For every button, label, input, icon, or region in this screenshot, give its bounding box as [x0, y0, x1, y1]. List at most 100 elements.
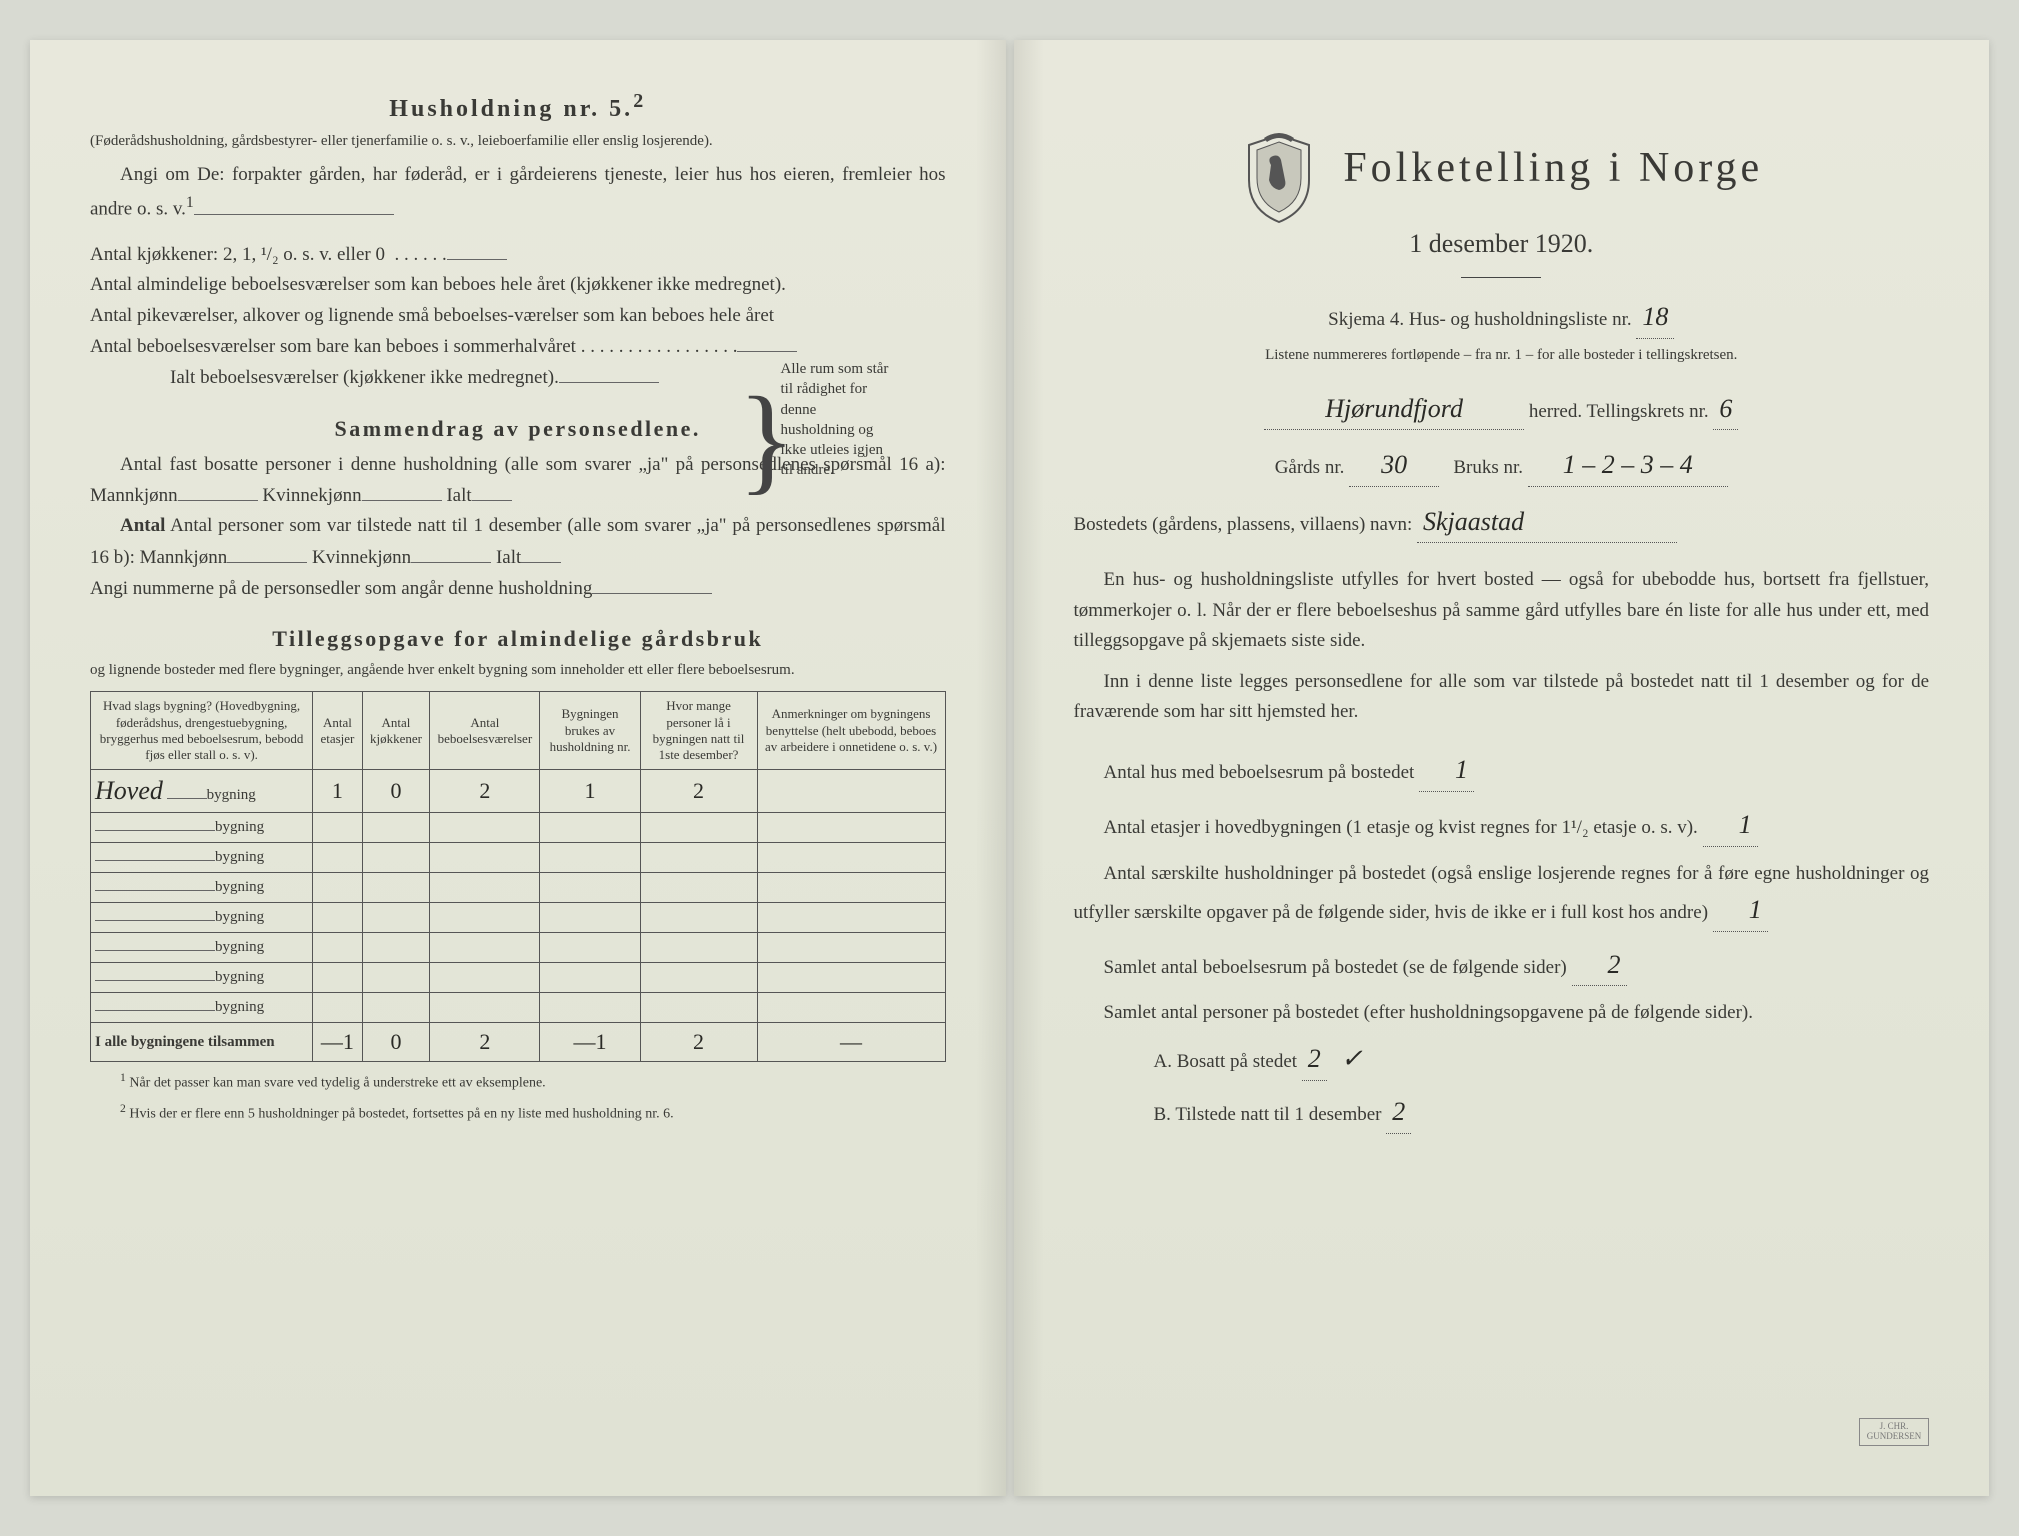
divider — [1461, 277, 1541, 278]
tillegg-heading: Tilleggsopgave for almindelige gårdsbruk — [90, 626, 946, 652]
row-label-cell: bygning — [91, 843, 313, 873]
q5-line: Samlet antal personer på bostedet (efter… — [1074, 998, 1930, 1028]
para-1: En hus- og husholdningsliste utfylles fo… — [1074, 565, 1930, 656]
listene-note: Listene nummereres fortløpende – fra nr.… — [1074, 345, 1930, 366]
table-cell: 1 — [313, 770, 363, 813]
census-date: 1 desember 1920. — [1074, 229, 1930, 259]
heading-subnote: (Føderådshusholdning, gårdsbestyrer- ell… — [90, 131, 946, 152]
table-cell — [362, 843, 430, 873]
table-cell — [757, 903, 945, 933]
bosted-value: Skjaastad — [1417, 501, 1677, 544]
summary-line-3: Angi nummerne på de personsedler som ang… — [90, 573, 946, 604]
table-cell: 0 — [362, 770, 430, 813]
table-row: Hoved bygning10212 — [91, 770, 946, 813]
table-row: bygning — [91, 873, 946, 903]
table-cell — [313, 873, 363, 903]
total-label: I alle bygningene tilsammen — [91, 1023, 313, 1062]
table-cell — [540, 993, 640, 1023]
bruks-value: 1 – 2 – 3 – 4 — [1528, 444, 1728, 487]
th-kjokkener: Antal kjøkkener — [362, 692, 430, 770]
table-cell — [640, 903, 757, 933]
th-etasjer: Antal etasjer — [313, 692, 363, 770]
footnote-2: 2 Hvis der er flere enn 5 husholdninger … — [90, 1101, 946, 1124]
q4-value: 2 — [1572, 944, 1627, 987]
table-cell — [313, 813, 363, 843]
q1-line: Antal hus med beboelsesrum på bostedet 1 — [1074, 749, 1930, 792]
coat-of-arms-icon — [1239, 130, 1319, 225]
table-cell — [362, 963, 430, 993]
table-cell — [430, 843, 540, 873]
summary-line-2: Antal Antal personer som var tilstede na… — [90, 511, 946, 573]
table-cell — [430, 813, 540, 843]
table-cell — [362, 903, 430, 933]
qB-line: B. Tilstede natt til 1 desember 2 — [1154, 1091, 1930, 1134]
gards-value: 30 — [1349, 444, 1439, 487]
q2-line: Antal etasjer i hovedbygningen (1 etasje… — [1074, 804, 1930, 847]
left-page: Husholdning nr. 5.2 (Føderådshusholdning… — [30, 40, 1006, 1496]
q3-value: 1 — [1713, 889, 1768, 932]
para-2: Inn i denne liste legges personsedlene f… — [1074, 667, 1930, 728]
table-cell — [430, 933, 540, 963]
right-page: Folketelling i Norge 1 desember 1920. Sk… — [1014, 40, 1990, 1496]
row-label-cell: bygning — [91, 873, 313, 903]
table-cell — [540, 963, 640, 993]
angi-om-de: Angi om De: forpakter gården, har føderå… — [90, 160, 946, 225]
table-cell — [313, 843, 363, 873]
census-title: Folketelling i Norge — [1343, 145, 1763, 191]
table-cell — [757, 843, 945, 873]
table-cell — [757, 963, 945, 993]
table-header-row: Hvad slags bygning? (Hovedbygning, føder… — [91, 692, 946, 770]
bygning-table: Hvad slags bygning? (Hovedbygning, føder… — [90, 691, 946, 1062]
table-cell — [640, 873, 757, 903]
th-beboelse: Antal beboelsesværelser — [430, 692, 540, 770]
rooms-1: Antal almindelige beboelsesværelser som … — [90, 270, 946, 300]
table-cell — [362, 813, 430, 843]
table-cell — [757, 813, 945, 843]
table-cell: 1 — [540, 770, 640, 813]
q2-value: 1 — [1703, 804, 1758, 847]
gards-line: Gårds nr. 30 Bruks nr. 1 – 2 – 3 – 4 — [1074, 444, 1930, 487]
row-label-cell: bygning — [91, 903, 313, 933]
table-row: bygning — [91, 963, 946, 993]
th-brukes: Bygningen brukes av husholdning nr. — [540, 692, 640, 770]
row-label-cell: bygning — [91, 993, 313, 1023]
table-cell — [540, 843, 640, 873]
table-row: bygning — [91, 903, 946, 933]
bosted-line: Bostedets (gårdens, plassens, villaens) … — [1074, 501, 1930, 544]
q4-line: Samlet antal beboelsesrum på bostedet (s… — [1074, 944, 1930, 987]
table-cell — [757, 993, 945, 1023]
table-cell — [640, 843, 757, 873]
rooms-2: Antal pikeværelser, alkover og lignende … — [90, 301, 946, 331]
table-row: bygning — [91, 843, 946, 873]
table-cell — [757, 933, 945, 963]
table-cell: 2 — [430, 770, 540, 813]
table-cell — [640, 963, 757, 993]
table-row: bygning — [91, 993, 946, 1023]
table-cell — [640, 813, 757, 843]
check-mark-icon: ✓ — [1341, 1044, 1363, 1073]
row-label-cell: bygning — [91, 813, 313, 843]
th-personer: Hvor mange personer lå i bygningen natt … — [640, 692, 757, 770]
table-row: bygning — [91, 933, 946, 963]
qA-line: A. Bosatt på stedet 2 ✓ — [1154, 1038, 1930, 1081]
th-anmerk: Anmerkninger om bygningens benyttelse (h… — [757, 692, 945, 770]
table-cell — [540, 813, 640, 843]
rooms-3: Antal beboelsesværelser som bare kan beb… — [90, 331, 946, 362]
table-cell — [362, 993, 430, 1023]
q1-value: 1 — [1419, 749, 1474, 792]
th-bygning: Hvad slags bygning? (Hovedbygning, føder… — [91, 692, 313, 770]
qB-value: 2 — [1386, 1091, 1411, 1134]
herred-value: Hjørundfjord — [1264, 388, 1524, 431]
table-cell — [313, 993, 363, 1023]
herred-line: Hjørundfjord herred. Tellingskrets nr. 6 — [1074, 388, 1930, 431]
table-total-row: I alle bygningene tilsammen —1 0 2 —1 2 … — [91, 1023, 946, 1062]
table-cell: 2 — [640, 770, 757, 813]
liste-nr-value: 18 — [1636, 296, 1674, 339]
brace-note: Alle rum som står til rådighet for denne… — [781, 359, 891, 481]
q3-line: Antal særskilte husholdninger på bostede… — [1074, 859, 1930, 932]
table-cell — [430, 963, 540, 993]
table-cell — [540, 933, 640, 963]
table-row: bygning — [91, 813, 946, 843]
table-cell — [757, 873, 945, 903]
skjema-line: Skjema 4. Hus- og husholdningsliste nr. … — [1074, 296, 1930, 339]
